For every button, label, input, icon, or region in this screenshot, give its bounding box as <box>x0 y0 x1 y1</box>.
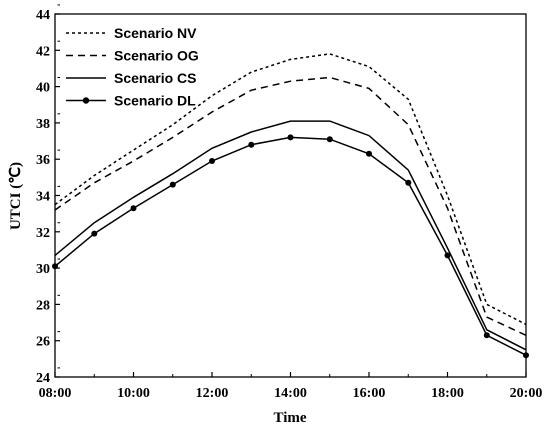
data-point-scenario-dl <box>130 205 137 212</box>
y-tick-label: 24 <box>36 371 50 386</box>
y-tick-label: 32 <box>36 226 50 241</box>
y-tick-label: 40 <box>36 81 50 96</box>
data-point-scenario-dl <box>91 230 98 237</box>
y-tick-label: 38 <box>36 117 50 132</box>
legend-label-scenario-cs: Scenario CS <box>114 70 196 86</box>
legend-label-scenario-og: Scenario OG <box>114 48 199 64</box>
y-tick-label: 34 <box>36 190 50 205</box>
data-point-scenario-dl <box>248 141 255 148</box>
y-tick-label: 44 <box>36 8 50 23</box>
x-tick-label: 16:00 <box>353 386 386 401</box>
data-point-scenario-dl <box>405 179 412 186</box>
legend-label-scenario-nv: Scenario NV <box>114 25 197 41</box>
y-tick-label: 26 <box>36 335 50 350</box>
x-tick-label: 12:00 <box>196 386 229 401</box>
series-line-scenario-cs <box>54 120 527 351</box>
ticks-layer: 24 26 28 30 32 34 36 38 40 42 44 08:00 10:00 12:00 14:… <box>36 4 543 401</box>
y-tick-label: 30 <box>36 262 50 277</box>
x-tick-label: 08:00 <box>39 386 72 401</box>
series-line-scenario-dl <box>54 136 527 356</box>
legend-label-scenario-dl: Scenario DL <box>114 93 196 109</box>
data-point-scenario-dl <box>209 158 215 164</box>
data-point-scenario-dl <box>483 332 490 339</box>
series-line-scenario-og <box>54 76 527 336</box>
data-point-scenario-dl <box>326 136 333 143</box>
x-axis-title: Time <box>273 410 306 426</box>
data-point-scenario-dl <box>287 134 294 141</box>
series-layer <box>52 53 529 359</box>
x-tick-label: 20:00 <box>510 386 543 401</box>
legend: Scenario NV Scenario OG Scenario CS Scenari… <box>66 25 199 109</box>
x-tick-label: 18:00 <box>431 386 464 401</box>
data-point-scenario-dl <box>366 150 372 157</box>
x-tick-label: 10:00 <box>117 386 150 401</box>
plot-frame <box>54 13 527 378</box>
y-tick-label: 28 <box>36 298 50 313</box>
y-tick-label: 36 <box>36 153 50 168</box>
x-tick-label: 14:00 <box>274 386 307 401</box>
legend-marker-scenario-dl <box>82 97 90 104</box>
data-point-scenario-dl <box>444 252 451 259</box>
y-tick-label: 42 <box>36 44 50 59</box>
data-point-scenario-dl <box>169 181 176 188</box>
y-axis-title: UTCI (℃) <box>8 162 24 230</box>
series-line-scenario-nv <box>54 53 527 326</box>
